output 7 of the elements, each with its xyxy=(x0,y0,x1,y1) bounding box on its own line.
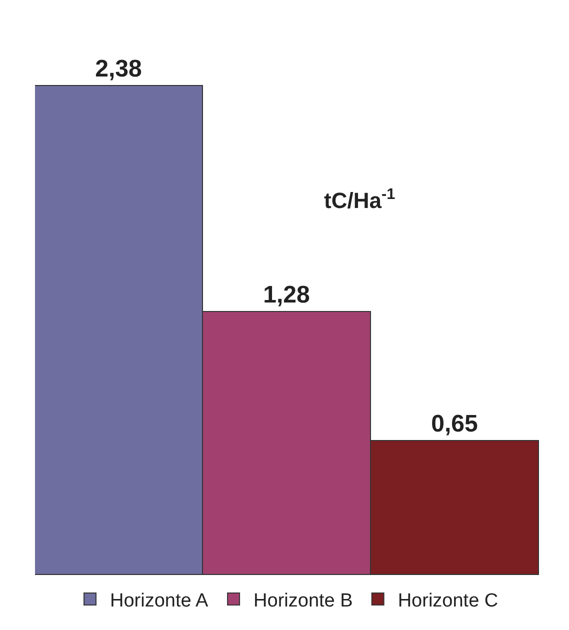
data-label: 0,65 xyxy=(431,410,478,438)
legend-label: Horizonte A xyxy=(110,590,209,612)
legend-label: Horizonte B xyxy=(254,590,353,612)
legend-label: Horizonte C xyxy=(398,590,498,612)
data-label: 1,28 xyxy=(263,282,310,308)
annotation: tC/Ha$^{-1}$ xyxy=(324,186,396,214)
data-label: 2,38 xyxy=(95,56,142,82)
